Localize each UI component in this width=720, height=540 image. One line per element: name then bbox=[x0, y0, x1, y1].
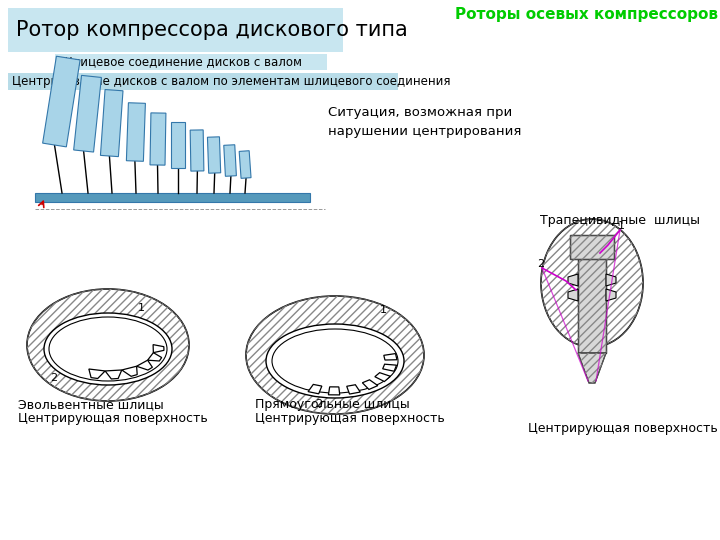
Text: 2: 2 bbox=[50, 373, 57, 383]
Polygon shape bbox=[105, 370, 122, 379]
Polygon shape bbox=[383, 364, 397, 371]
Text: Центрирование дисков с валом по элементам шлицевого соединения: Центрирование дисков с валом по элемента… bbox=[12, 76, 451, 89]
Bar bbox=[207, 137, 221, 173]
Polygon shape bbox=[122, 366, 138, 376]
Text: Роторы осевых компрессоров: Роторы осевых компрессоров bbox=[455, 8, 718, 23]
Polygon shape bbox=[375, 373, 390, 382]
Polygon shape bbox=[568, 274, 578, 286]
Text: 1: 1 bbox=[618, 221, 625, 231]
Text: Шлицевое соединение дисков с валом: Шлицевое соединение дисков с валом bbox=[60, 56, 302, 69]
Polygon shape bbox=[347, 384, 360, 394]
Polygon shape bbox=[328, 387, 340, 395]
Polygon shape bbox=[568, 289, 578, 301]
Bar bbox=[190, 130, 204, 171]
Ellipse shape bbox=[246, 296, 424, 414]
Polygon shape bbox=[362, 380, 378, 389]
FancyBboxPatch shape bbox=[55, 54, 327, 70]
Ellipse shape bbox=[44, 313, 172, 385]
Bar bbox=[578, 245, 606, 353]
Text: Центрирующая поверхность: Центрирующая поверхность bbox=[18, 412, 208, 425]
Text: Трапецивидные  шлицы: Трапецивидные шлицы bbox=[540, 214, 700, 227]
FancyBboxPatch shape bbox=[8, 8, 343, 52]
Bar bbox=[224, 145, 236, 176]
Bar bbox=[578, 245, 606, 353]
Text: Ротор компрессора дискового типа: Ротор компрессора дискового типа bbox=[16, 20, 408, 40]
Text: Центрирующая поверхность: Центрирующая поверхность bbox=[528, 422, 718, 435]
Polygon shape bbox=[384, 354, 397, 360]
Polygon shape bbox=[578, 353, 606, 383]
Text: 2: 2 bbox=[315, 399, 322, 409]
Text: 1: 1 bbox=[138, 303, 145, 313]
Bar bbox=[570, 235, 614, 259]
Polygon shape bbox=[153, 345, 164, 353]
Polygon shape bbox=[137, 360, 153, 370]
Bar bbox=[35, 193, 310, 202]
Text: Прямоугольные шлицы: Прямоугольные шлицы bbox=[255, 398, 410, 411]
Bar bbox=[73, 76, 102, 152]
FancyBboxPatch shape bbox=[8, 73, 398, 90]
Bar bbox=[570, 235, 614, 259]
Bar bbox=[127, 103, 145, 161]
Bar bbox=[171, 122, 185, 168]
Polygon shape bbox=[148, 353, 162, 361]
Polygon shape bbox=[606, 274, 616, 286]
Text: Центрирующая поверхность: Центрирующая поверхность bbox=[255, 412, 445, 425]
Bar bbox=[150, 113, 166, 165]
Ellipse shape bbox=[27, 289, 189, 401]
Text: Эвольвентные шлицы: Эвольвентные шлицы bbox=[18, 398, 163, 411]
Bar bbox=[101, 90, 123, 157]
Bar bbox=[42, 56, 80, 147]
Polygon shape bbox=[89, 369, 105, 379]
Text: 2: 2 bbox=[537, 259, 544, 269]
Polygon shape bbox=[606, 289, 616, 301]
Polygon shape bbox=[308, 384, 322, 394]
Text: Ситуация, возможная при
нарушении центрирования: Ситуация, возможная при нарушении центри… bbox=[328, 106, 521, 138]
Ellipse shape bbox=[266, 324, 404, 398]
Bar bbox=[239, 151, 251, 178]
Ellipse shape bbox=[541, 219, 643, 347]
Text: 1: 1 bbox=[380, 305, 387, 315]
